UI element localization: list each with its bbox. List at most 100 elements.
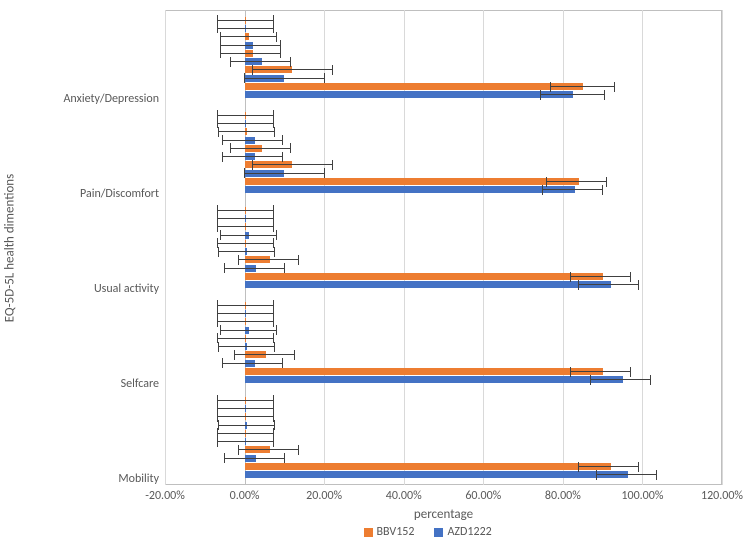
error-cap (252, 160, 253, 170)
error-cap (280, 40, 281, 50)
error-cap (222, 358, 223, 368)
error-bar (225, 458, 285, 459)
y-axis-label: EQ-5D-5L health dimentions (3, 148, 18, 348)
error-cap (656, 470, 657, 480)
x-tick-label: 60.00% (465, 489, 501, 503)
error-cap (224, 453, 225, 463)
error-cap (230, 57, 231, 67)
error-bar (218, 226, 274, 227)
error-cap (638, 462, 639, 472)
error-cap (276, 230, 277, 240)
error-cap (284, 263, 285, 273)
error-cap (217, 300, 218, 310)
error-bar (218, 243, 274, 244)
error-bar (218, 210, 274, 211)
error-cap (578, 280, 579, 290)
error-cap (282, 358, 283, 368)
error-cap (332, 160, 333, 170)
gridline (165, 10, 166, 485)
error-cap (217, 205, 218, 215)
error-bar (221, 330, 277, 331)
error-cap (542, 185, 543, 195)
error-cap (252, 65, 253, 75)
error-bar (218, 218, 274, 219)
bar-bbv152 (245, 463, 611, 470)
error-cap (230, 143, 231, 153)
error-bar (235, 354, 295, 355)
error-bar (541, 94, 605, 95)
error-cap (234, 350, 235, 360)
x-tick-label: 0.00% (230, 489, 260, 503)
x-tick-label: 120.00% (701, 489, 743, 503)
error-bar (245, 78, 325, 79)
error-bar (219, 346, 275, 347)
bar-bbv152 (245, 178, 579, 185)
error-cap (273, 110, 274, 120)
gridline (404, 10, 405, 485)
error-bar (225, 268, 285, 269)
error-cap (273, 333, 274, 343)
error-bar (218, 433, 274, 434)
legend-label: BBV152 (377, 525, 415, 539)
bar-bbv152 (245, 368, 603, 375)
error-cap (238, 445, 239, 455)
bar-azd1222 (245, 281, 611, 288)
error-cap (284, 453, 285, 463)
error-cap (298, 255, 299, 265)
error-cap (273, 15, 274, 25)
legend-swatch (434, 528, 443, 537)
error-bar (579, 466, 639, 467)
gridline (563, 10, 564, 485)
y-tick-label: Selfcare (121, 377, 159, 391)
error-bar (239, 449, 299, 450)
error-bar (231, 148, 291, 149)
error-cap (217, 333, 218, 343)
error-cap (273, 300, 274, 310)
error-bar (591, 379, 651, 380)
legend-item: AZD1222 (434, 525, 491, 539)
error-cap (273, 205, 274, 215)
error-bar (597, 474, 657, 475)
error-bar (219, 251, 275, 252)
error-cap (298, 445, 299, 455)
chart-container: -20.00%0.00%20.00%40.00%60.00%80.00%100.… (0, 0, 748, 545)
error-bar (239, 259, 299, 260)
error-bar (221, 235, 277, 236)
gridline (642, 10, 643, 485)
error-cap (324, 168, 325, 178)
x-tick-label: 80.00% (545, 489, 581, 503)
error-cap (324, 73, 325, 83)
error-cap (550, 82, 551, 92)
x-tick-label: 20.00% (306, 489, 342, 503)
error-cap (244, 168, 245, 178)
error-bar (218, 20, 274, 21)
error-cap (630, 367, 631, 377)
error-cap (238, 255, 239, 265)
error-bar (218, 416, 274, 417)
error-bar (551, 86, 615, 87)
error-cap (220, 230, 221, 240)
error-cap (220, 32, 221, 42)
error-cap (606, 177, 607, 187)
error-cap (604, 90, 605, 100)
error-bar (219, 131, 275, 132)
error-cap (217, 15, 218, 25)
error-cap (650, 375, 651, 385)
error-bar (221, 45, 281, 46)
error-cap (276, 32, 277, 42)
legend-swatch (364, 528, 373, 537)
error-bar (223, 156, 283, 157)
error-cap (546, 177, 547, 187)
error-bar (543, 189, 603, 190)
bar-bbv152 (245, 83, 583, 90)
error-cap (630, 272, 631, 282)
error-bar (219, 425, 275, 426)
error-cap (222, 135, 223, 145)
error-cap (602, 185, 603, 195)
error-bar (218, 305, 274, 306)
error-cap (596, 470, 597, 480)
x-tick-label: 40.00% (386, 489, 422, 503)
gridline (483, 10, 484, 485)
error-cap (220, 325, 221, 335)
error-cap (290, 143, 291, 153)
